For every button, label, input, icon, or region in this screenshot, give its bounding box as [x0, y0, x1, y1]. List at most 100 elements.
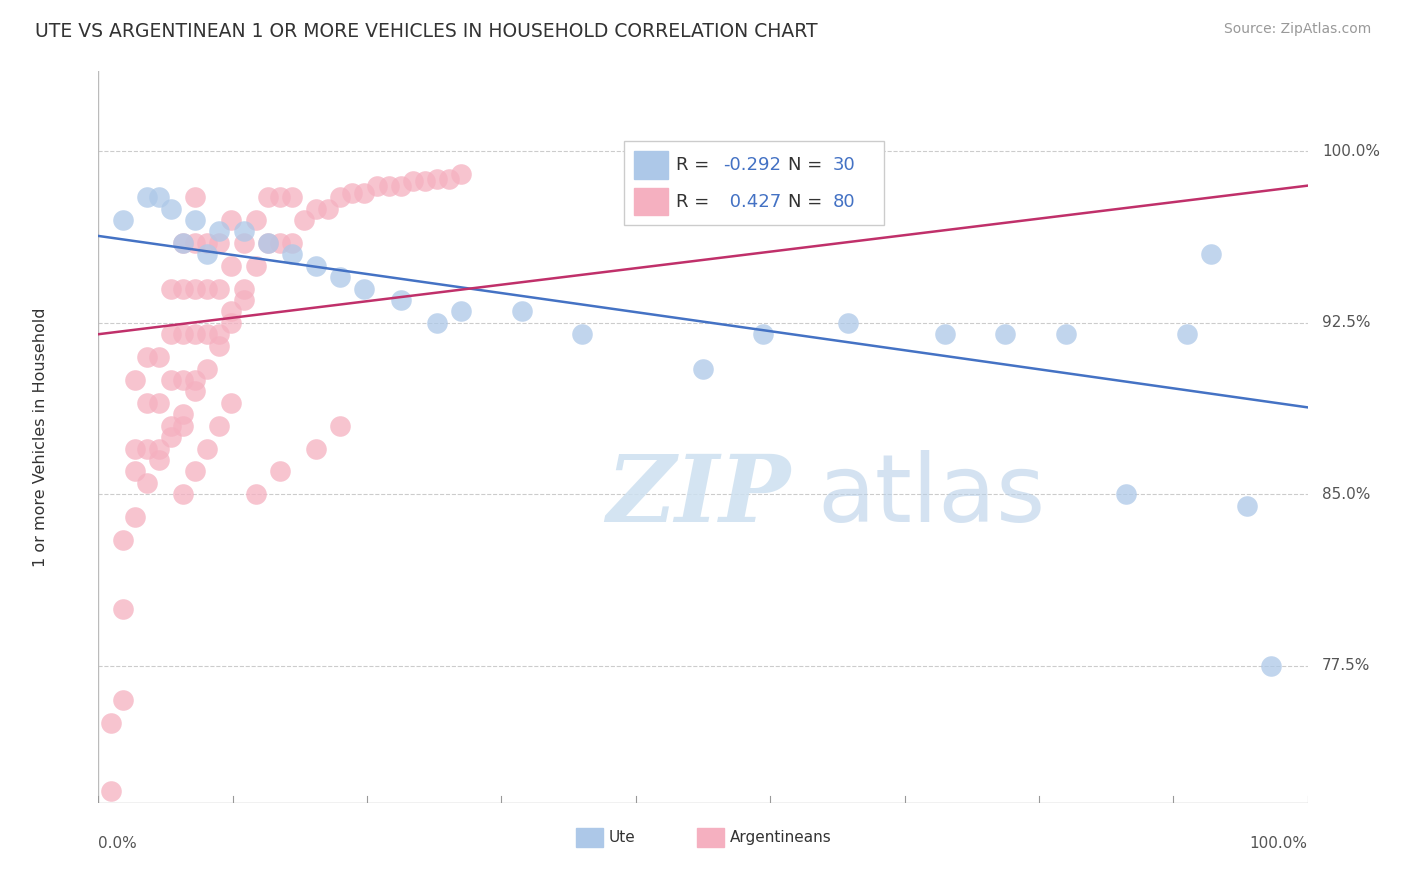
Point	[1199, 247, 1222, 261]
Point	[256, 235, 278, 250]
Point	[281, 235, 304, 250]
Point	[221, 396, 243, 410]
Point	[450, 167, 472, 181]
Point	[135, 396, 157, 410]
Point	[329, 418, 352, 433]
Text: 100.0%: 100.0%	[1322, 144, 1381, 159]
Point	[100, 784, 122, 798]
Point	[305, 442, 328, 456]
Point	[232, 235, 254, 250]
Point	[111, 213, 134, 227]
Text: 85.0%: 85.0%	[1322, 487, 1371, 501]
Point	[148, 350, 170, 364]
Point	[426, 171, 449, 186]
Point	[208, 418, 231, 433]
Point	[752, 327, 775, 342]
Point	[269, 190, 291, 204]
Point	[994, 327, 1017, 342]
Point	[305, 202, 328, 216]
Point	[135, 350, 157, 364]
Text: ZIP: ZIP	[606, 450, 790, 541]
Text: Source: ZipAtlas.com: Source: ZipAtlas.com	[1223, 22, 1371, 37]
Point	[124, 464, 146, 478]
Text: 1 or more Vehicles in Household: 1 or more Vehicles in Household	[32, 308, 48, 566]
Point	[377, 178, 399, 193]
Point	[195, 235, 218, 250]
Point	[329, 190, 352, 204]
FancyBboxPatch shape	[624, 141, 884, 225]
Point	[160, 202, 183, 216]
Point	[366, 178, 388, 193]
Text: UTE VS ARGENTINEAN 1 OR MORE VEHICLES IN HOUSEHOLD CORRELATION CHART: UTE VS ARGENTINEAN 1 OR MORE VEHICLES IN…	[35, 22, 818, 41]
Text: 100.0%: 100.0%	[1250, 836, 1308, 851]
Point	[281, 190, 304, 204]
Text: 0.0%: 0.0%	[98, 836, 138, 851]
Text: Argentineans: Argentineans	[730, 830, 831, 845]
Point	[208, 338, 231, 352]
Point	[172, 418, 194, 433]
Point	[232, 281, 254, 295]
Point	[269, 464, 291, 478]
Point	[305, 259, 328, 273]
Point	[184, 327, 207, 342]
Point	[160, 281, 183, 295]
Point	[124, 373, 146, 387]
Point	[450, 304, 472, 318]
Text: -0.292: -0.292	[724, 156, 782, 174]
Point	[292, 213, 315, 227]
Point	[1175, 327, 1198, 342]
Point	[172, 327, 194, 342]
Bar	[634, 187, 668, 216]
Point	[208, 327, 231, 342]
Point	[160, 327, 183, 342]
Text: N =: N =	[787, 156, 828, 174]
Point	[389, 293, 412, 307]
Point	[256, 235, 278, 250]
Bar	[634, 151, 668, 179]
Bar	[576, 829, 603, 847]
Point	[100, 715, 122, 730]
Point	[281, 247, 304, 261]
Point	[232, 293, 254, 307]
Point	[402, 174, 425, 188]
Point	[221, 259, 243, 273]
Point	[172, 407, 194, 421]
Point	[184, 213, 207, 227]
Point	[160, 418, 183, 433]
Text: 92.5%: 92.5%	[1322, 315, 1371, 330]
Point	[111, 693, 134, 707]
Point	[195, 327, 218, 342]
Point	[837, 316, 859, 330]
Point	[232, 224, 254, 238]
Text: 30: 30	[832, 156, 855, 174]
Point	[184, 190, 207, 204]
Point	[692, 361, 714, 376]
Point	[195, 281, 218, 295]
Point	[316, 202, 339, 216]
Point	[135, 475, 157, 490]
Point	[111, 533, 134, 547]
Point	[256, 190, 278, 204]
Point	[221, 304, 243, 318]
Point	[1260, 658, 1282, 673]
Point	[208, 224, 231, 238]
Point	[221, 316, 243, 330]
Text: atlas: atlas	[818, 450, 1046, 541]
Point	[135, 442, 157, 456]
Text: R =: R =	[676, 156, 716, 174]
Point	[510, 304, 533, 318]
Point	[160, 373, 183, 387]
Point	[172, 235, 194, 250]
Point	[172, 235, 194, 250]
Point	[389, 178, 412, 193]
Point	[208, 235, 231, 250]
Point	[245, 259, 267, 273]
Point	[208, 281, 231, 295]
Text: 77.5%: 77.5%	[1322, 658, 1371, 673]
Point	[184, 373, 207, 387]
Text: Ute: Ute	[609, 830, 636, 845]
Point	[195, 442, 218, 456]
Point	[148, 190, 170, 204]
Point	[269, 235, 291, 250]
Point	[426, 316, 449, 330]
